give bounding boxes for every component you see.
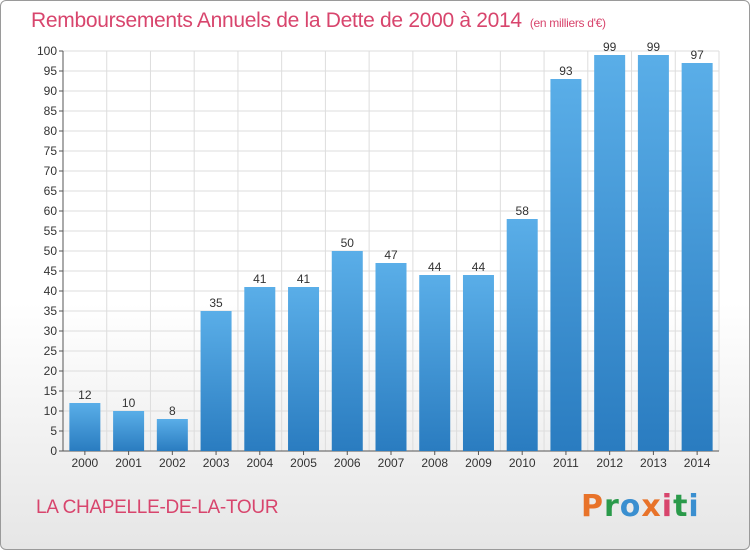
bars <box>69 55 713 451</box>
data-label: 97 <box>690 48 704 62</box>
y-tick-label: 75 <box>44 144 58 158</box>
x-tick-label: 2008 <box>421 456 448 470</box>
data-label: 99 <box>603 40 617 54</box>
y-tick-label: 25 <box>44 344 58 358</box>
bar <box>462 275 494 451</box>
x-tick-label: 2010 <box>509 456 536 470</box>
y-tick-label: 95 <box>44 64 58 78</box>
logo-letter: t <box>673 489 689 524</box>
x-tick-label: 2005 <box>290 456 317 470</box>
data-label: 50 <box>341 236 355 250</box>
bar <box>244 287 276 451</box>
data-labels: 12 10 8 35 41 41 50 47 44 44 58 93 99 99 97 <box>78 40 704 418</box>
logo-letter: o <box>619 489 642 524</box>
chart-title: Remboursements Annuels de la Dette de 20… <box>31 9 606 33</box>
y-tick-label: 55 <box>44 224 58 238</box>
y-tick-label: 80 <box>44 124 58 138</box>
data-label: 8 <box>169 404 176 418</box>
x-tick-label: 2002 <box>159 456 186 470</box>
y-tick-label: 50 <box>44 244 58 258</box>
bar <box>156 419 188 451</box>
x-tick-label: 2013 <box>640 456 667 470</box>
logo-letter: i <box>661 489 674 524</box>
data-label: 44 <box>472 260 486 274</box>
x-tick-label: 2007 <box>378 456 405 470</box>
x-tick-label: 2003 <box>203 456 230 470</box>
data-label: 99 <box>647 40 661 54</box>
y-tick-labels: 0 5 10 15 20 25 30 35 40 45 50 55 60 65 70 75 80 85 90 95 10… <box>37 44 57 458</box>
x-tick-labels: 2000 2001 2002 2003 2004 2005 2006 2007 2008 2009… <box>72 456 711 470</box>
data-label: 35 <box>209 296 223 310</box>
data-label: 47 <box>384 248 398 262</box>
x-tick-label: 2004 <box>246 456 273 470</box>
bar <box>113 411 145 451</box>
bar <box>506 219 538 451</box>
data-label: 41 <box>297 272 311 286</box>
bar <box>69 403 101 451</box>
x-tick-label: 2000 <box>72 456 99 470</box>
x-tick-label: 2006 <box>334 456 361 470</box>
y-tick-label: 15 <box>44 384 58 398</box>
y-tick-label: 10 <box>44 404 58 418</box>
y-tick-label: 40 <box>44 284 58 298</box>
y-tick-label: 5 <box>50 424 57 438</box>
data-label: 93 <box>559 64 573 78</box>
x-tick-label: 2012 <box>596 456 623 470</box>
bar <box>331 251 363 451</box>
x-tick-label: 2014 <box>684 456 711 470</box>
bar <box>200 311 232 451</box>
logo-letter: x <box>641 489 662 524</box>
bar <box>550 79 582 451</box>
y-tick-label: 30 <box>44 324 58 338</box>
chart-title-text: Remboursements Annuels de la Dette de 20… <box>31 9 522 32</box>
logo-letter: i <box>688 489 700 524</box>
logo-letter: r <box>604 489 620 524</box>
data-label: 41 <box>253 272 267 286</box>
bar <box>419 275 451 451</box>
bar <box>637 55 669 451</box>
y-tick-label: 70 <box>44 164 58 178</box>
y-tick-label: 90 <box>44 84 58 98</box>
x-tick-label: 2001 <box>115 456 142 470</box>
bar <box>375 263 407 451</box>
y-tick-label: 85 <box>44 104 58 118</box>
chart-unit: (en milliers d'€) <box>529 16 606 30</box>
y-tick-label: 0 <box>50 444 57 458</box>
bar <box>594 55 626 451</box>
y-tick-label: 65 <box>44 184 58 198</box>
y-tick-label: 35 <box>44 304 58 318</box>
bar <box>288 287 320 451</box>
proxiti-logo: Proxiti <box>581 489 700 524</box>
data-label: 44 <box>428 260 442 274</box>
data-label: 58 <box>516 204 530 218</box>
data-label: 10 <box>122 396 136 410</box>
logo-letter: P <box>581 489 604 524</box>
x-tick-label: 2011 <box>553 456 579 470</box>
y-tick-label: 45 <box>44 264 58 278</box>
y-tick-label: 60 <box>44 204 58 218</box>
y-tick-label: 100 <box>37 44 57 58</box>
x-tick-label: 2009 <box>465 456 492 470</box>
bar <box>681 63 713 451</box>
y-tick-label: 20 <box>44 364 58 378</box>
data-label: 12 <box>78 388 92 402</box>
commune-name: LA CHAPELLE-DE-LA-TOUR <box>36 497 279 518</box>
